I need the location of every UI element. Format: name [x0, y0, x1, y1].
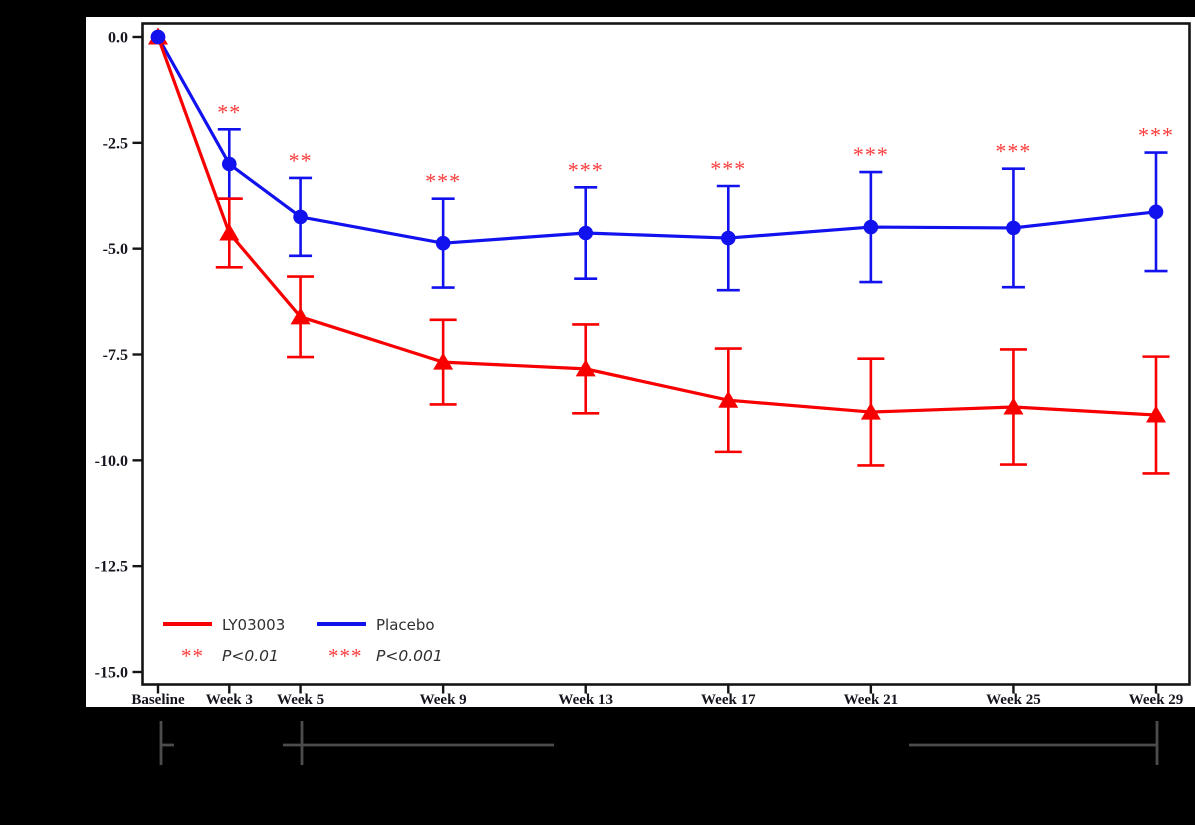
data-point-ly03003 — [219, 223, 240, 241]
data-point-placebo — [863, 219, 879, 235]
data-point-placebo — [221, 156, 237, 172]
x-tick-label: Week 5 — [277, 692, 324, 708]
x-tick-label: Week 13 — [558, 692, 613, 708]
x-tick-label: Week 17 — [701, 692, 756, 708]
data-point-ly03003 — [575, 359, 596, 377]
significance-marker: ** — [289, 148, 313, 173]
axis-box — [141, 22, 1191, 686]
y-tick-label: 0.0 — [108, 30, 128, 47]
significance-marker: *** — [568, 157, 604, 182]
data-point-placebo — [720, 230, 736, 246]
y-tick-label: -5.0 — [103, 241, 128, 258]
y-tick-label: -7.5 — [103, 347, 128, 364]
data-point-placebo — [435, 235, 451, 251]
x-tick-label: Week 3 — [206, 692, 253, 708]
x-tick-label: Week 25 — [986, 692, 1041, 708]
data-point-ly03003 — [718, 390, 739, 408]
significance-marker: *** — [425, 169, 461, 194]
data-point-ly03003 — [1003, 397, 1024, 415]
significance-marker: ** — [217, 99, 241, 124]
significance-marker: *** — [853, 142, 889, 167]
data-point-placebo — [1006, 220, 1021, 236]
data-point-placebo-baseline — [150, 29, 166, 45]
data-point-ly03003 — [1146, 405, 1167, 423]
data-point-placebo — [1148, 204, 1164, 220]
data-point-placebo — [578, 225, 594, 241]
y-tick-label: -15.0 — [95, 664, 128, 681]
data-point-placebo — [293, 209, 308, 225]
data-point-ly03003 — [860, 402, 881, 420]
x-tick-label: Week 29 — [1129, 692, 1184, 708]
x-tick-label: Week 9 — [420, 692, 467, 708]
plot-background — [86, 17, 1195, 707]
significance-marker: *** — [995, 139, 1031, 164]
y-tick-label: -12.5 — [95, 559, 128, 576]
y-tick-label: -2.5 — [103, 135, 128, 152]
x-tick-label: Baseline — [131, 692, 185, 708]
y-tick-label: -10.0 — [95, 453, 128, 470]
significance-marker: *** — [1138, 123, 1174, 148]
data-point-ly03003 — [290, 307, 311, 325]
data-point-ly03003 — [433, 352, 454, 370]
x-tick-label: Week 21 — [844, 692, 899, 708]
significance-marker: *** — [710, 156, 746, 181]
